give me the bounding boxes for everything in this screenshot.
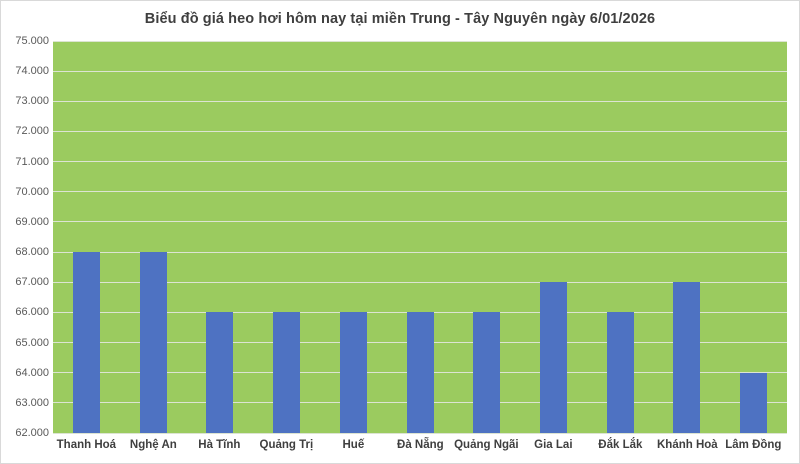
y-tick-label: 70.000 — [15, 185, 49, 198]
bar — [407, 312, 434, 433]
gridline — [53, 432, 787, 434]
x-category-label: Khánh Hoà — [657, 439, 718, 451]
y-tick-label: 69.000 — [15, 215, 49, 228]
y-tick-label: 64.000 — [15, 366, 49, 379]
x-category-label: Lâm Đồng — [725, 439, 782, 451]
gridline — [53, 100, 787, 102]
y-tick-label: 63.000 — [15, 396, 49, 409]
gridline — [53, 191, 787, 193]
y-tick-label: 67.000 — [15, 276, 49, 289]
gridline — [53, 251, 787, 253]
plot-area — [53, 40, 787, 434]
gridline — [53, 221, 787, 223]
y-tick-label: 65.000 — [15, 336, 49, 349]
chart-title: Biểu đồ giá heo hơi hôm nay tại miền Tru… — [144, 11, 656, 27]
y-tick-label: 73.000 — [15, 95, 49, 108]
bar — [73, 252, 100, 433]
bar — [473, 312, 500, 433]
bar — [607, 312, 634, 433]
x-category-label: Huế — [342, 439, 365, 451]
x-category-label: Đà Nẵng — [397, 439, 444, 451]
y-tick-label: 74.000 — [15, 65, 49, 78]
bar — [140, 252, 167, 433]
gridline — [53, 130, 787, 132]
y-tick-label: 62.000 — [15, 427, 49, 439]
bar — [540, 282, 567, 433]
y-tick-label: 75.000 — [15, 35, 49, 47]
x-category-label: Thanh Hoá — [56, 439, 117, 451]
y-tick-label: 72.000 — [15, 125, 49, 138]
x-category-label: Hà Tĩnh — [198, 439, 241, 451]
gridline — [53, 40, 787, 42]
y-tick-label: 68.000 — [15, 246, 49, 259]
gridline — [53, 281, 787, 283]
bar — [206, 312, 233, 433]
bar — [340, 312, 367, 433]
x-category-label: Gia Lai — [534, 439, 573, 451]
gridline — [53, 70, 787, 72]
y-tick-label: 71.000 — [15, 155, 49, 168]
bar — [273, 312, 300, 433]
bar — [673, 282, 700, 433]
x-category-label: Quảng Trị — [259, 439, 314, 451]
x-category-label: Nghệ An — [129, 439, 177, 451]
bar — [740, 373, 767, 433]
x-category-label: Đắk Lắk — [598, 439, 643, 451]
gridline — [53, 161, 787, 163]
y-tick-label: 66.000 — [15, 306, 49, 319]
x-category-label: Quảng Ngãi — [454, 439, 519, 451]
